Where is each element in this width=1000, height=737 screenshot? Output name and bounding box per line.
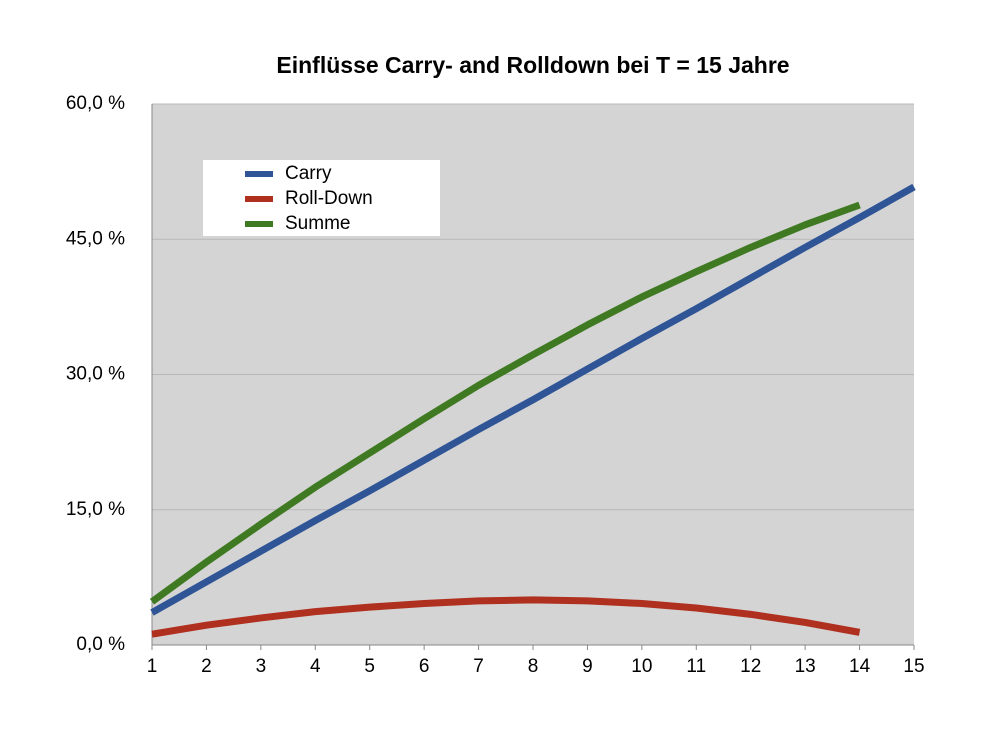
- x-tick-label: 3: [256, 656, 267, 677]
- x-tick-label: 9: [582, 656, 593, 677]
- legend-label: Summe: [285, 213, 350, 234]
- x-tick-label: 6: [419, 656, 430, 677]
- x-tick-label: 8: [528, 656, 539, 677]
- y-tick-label: 15,0 %: [66, 499, 125, 520]
- y-tick-label: 60,0 %: [66, 93, 125, 114]
- legend-box: [203, 160, 440, 236]
- x-tick-label: 2: [201, 656, 212, 677]
- x-tick-label: 5: [364, 656, 375, 677]
- line-series: [151, 596, 861, 638]
- legend-label: Carry: [285, 163, 332, 184]
- chart-title: Einflüsse Carry- and Rolldown bei T = 15…: [276, 52, 789, 78]
- x-tick-label: 10: [631, 656, 652, 677]
- x-tick-label: 11: [686, 656, 706, 677]
- x-tick-label: 15: [903, 656, 924, 677]
- x-tick-label: 14: [849, 656, 871, 677]
- x-tick-label: 7: [473, 656, 484, 677]
- y-tick-label: 0,0 %: [76, 634, 125, 655]
- x-tick-label: 12: [740, 656, 761, 677]
- y-tick-label: 45,0 %: [66, 228, 125, 249]
- x-tick-label: 4: [310, 656, 321, 677]
- x-tick-label: 13: [795, 656, 816, 677]
- y-tick-label: 30,0 %: [66, 364, 125, 385]
- line-series: [150, 183, 916, 616]
- line-series: [149, 201, 861, 605]
- x-tick-label: 1: [147, 656, 158, 677]
- legend-label: Roll-Down: [285, 188, 373, 209]
